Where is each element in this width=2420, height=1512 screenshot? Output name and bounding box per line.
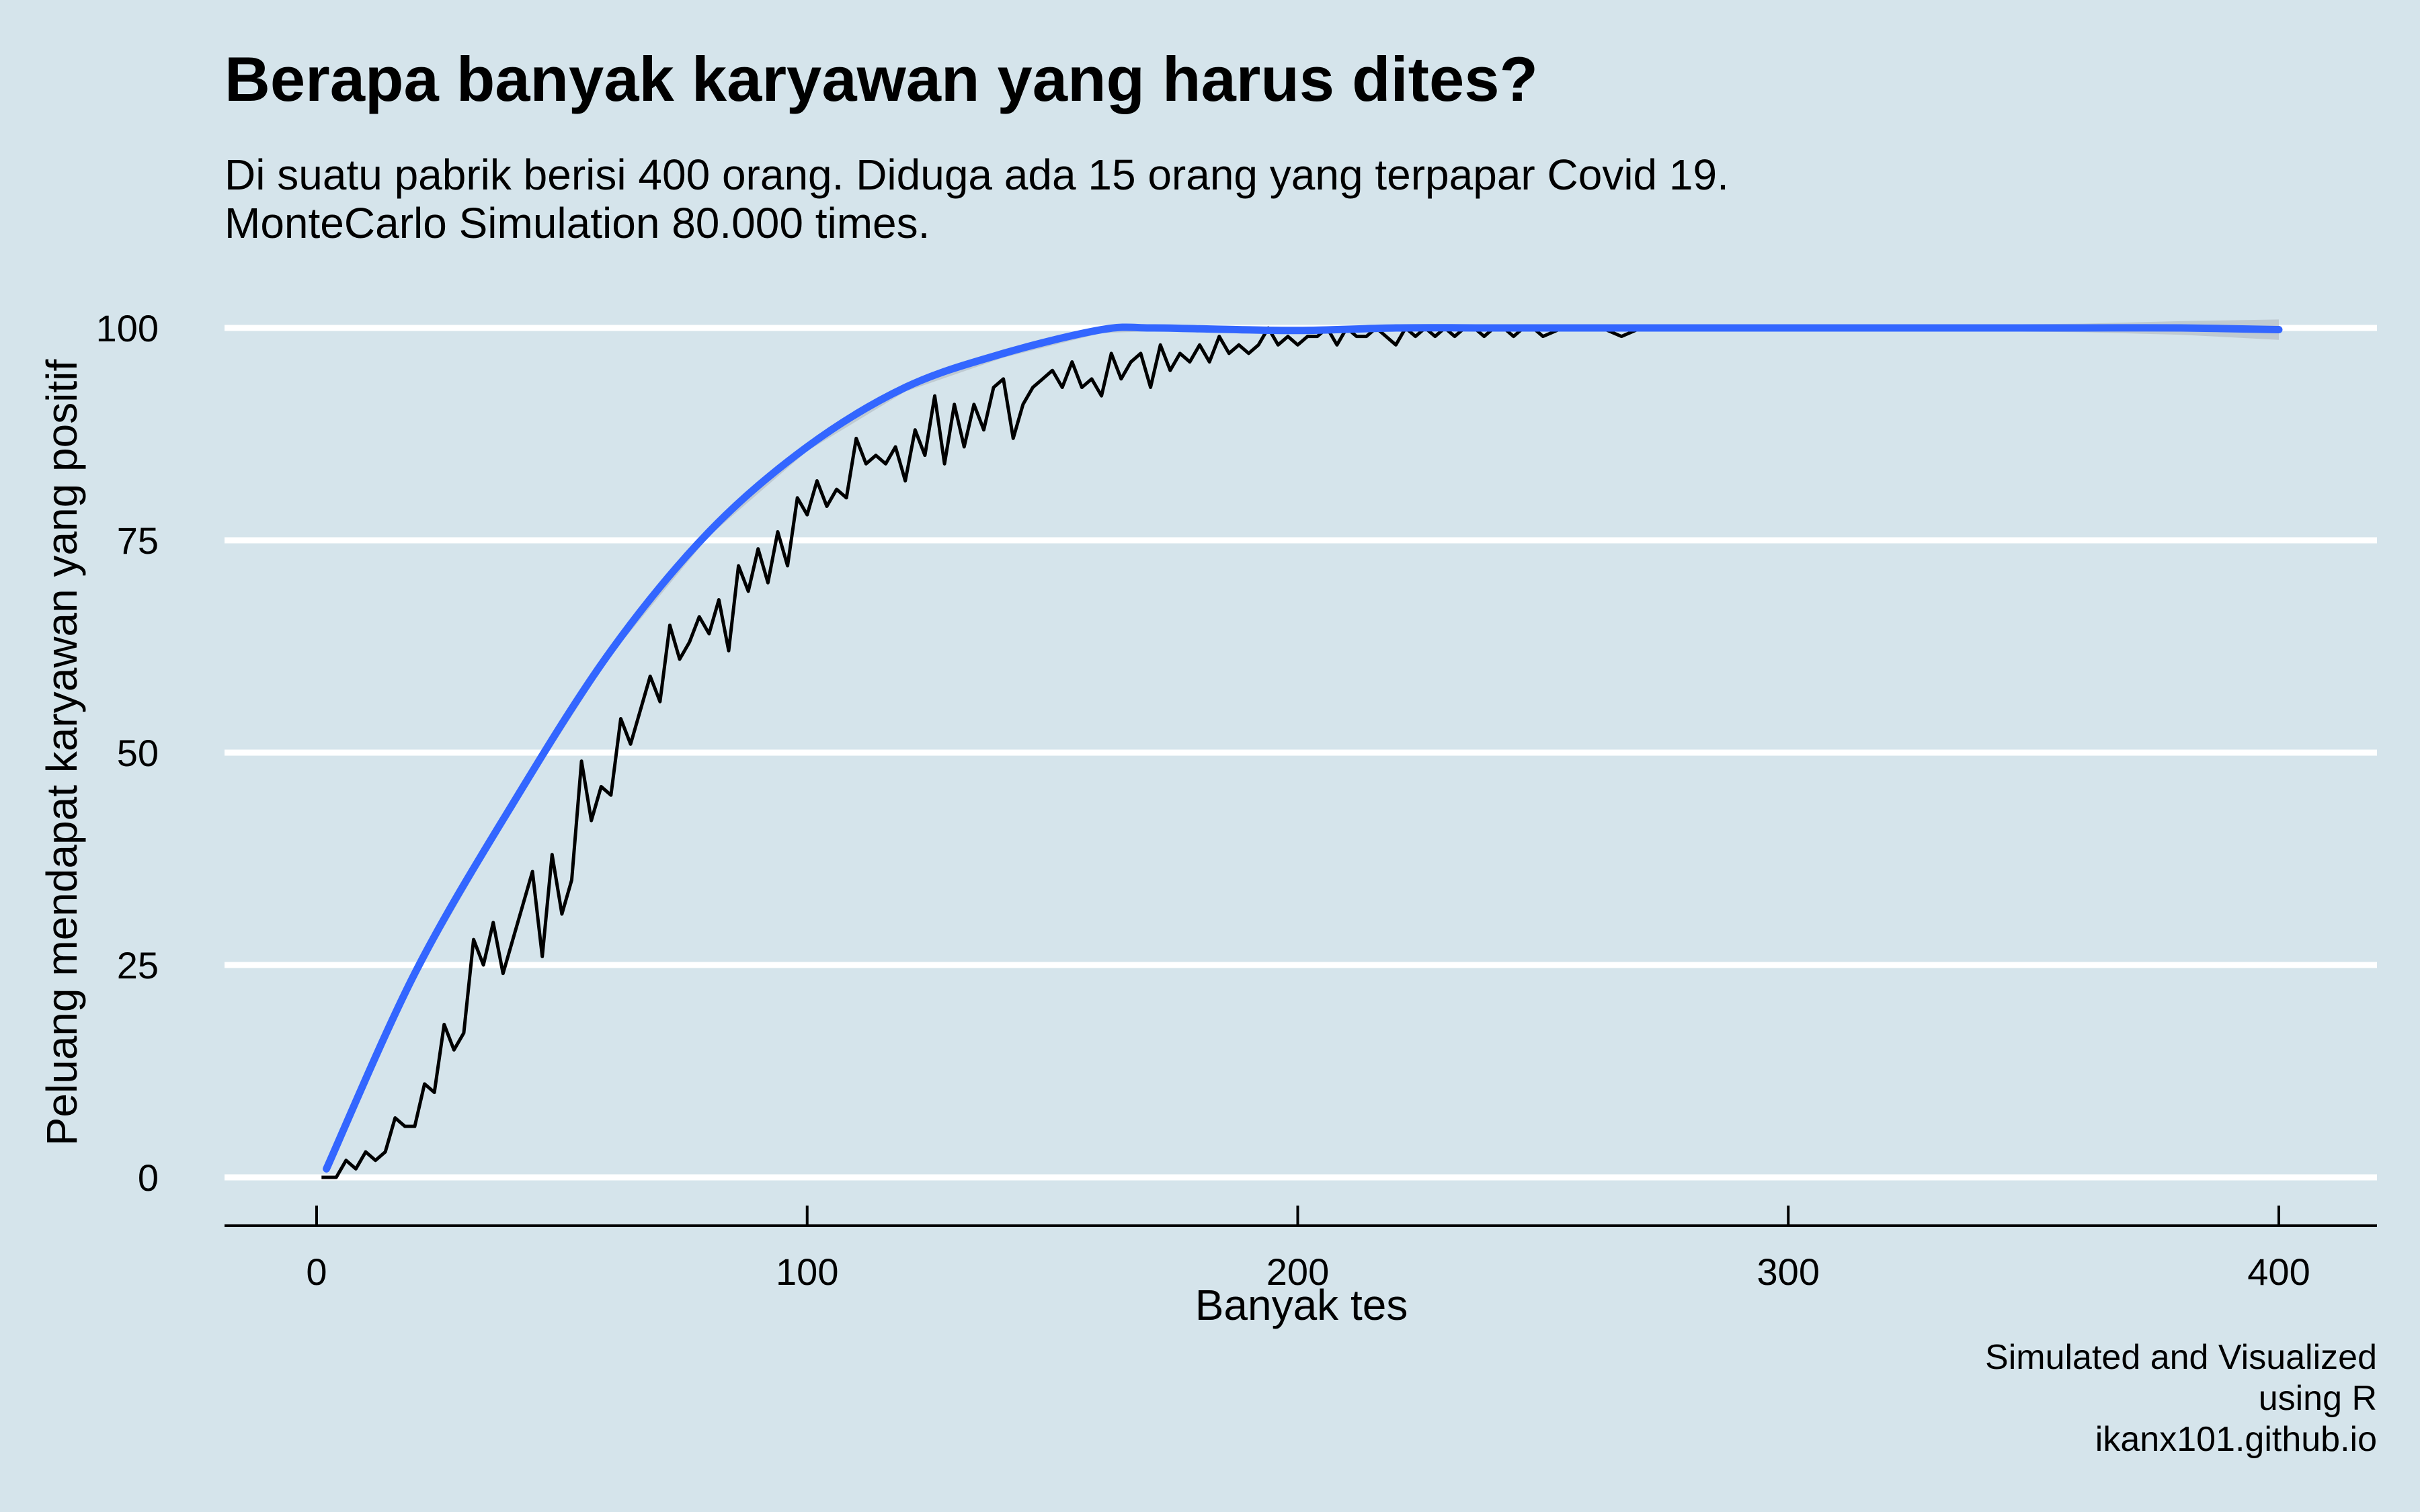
chart-title: Berapa banyak karyawan yang harus dites? — [225, 44, 1538, 114]
x-tick-label: 0 — [306, 1251, 327, 1293]
confidence-band — [326, 319, 2280, 1174]
x-axis — [225, 1206, 2377, 1227]
y-tick-label: 25 — [117, 944, 159, 986]
y-tick-label: 75 — [117, 519, 159, 562]
series-layer — [321, 323, 2283, 1179]
chart-subtitle: Di suatu pabrik berisi 400 orang. Diduga… — [225, 151, 1729, 247]
x-axis-title: Banyak tes — [1195, 1281, 1408, 1329]
y-axis-title: Peluang mendapat karyawan yang positif — [38, 360, 86, 1146]
confidence-band-layer — [326, 319, 2280, 1174]
tick-labels: 0 100 200 300 400 0 25 50 75 100 — [96, 307, 2310, 1293]
caption-line-1: Simulated and Visualized — [1985, 1338, 2377, 1377]
y-tick-label: 100 — [96, 307, 159, 349]
subtitle-line-1: Di suatu pabrik berisi 400 orang. Diduga… — [225, 151, 1729, 199]
x-tick-label: 400 — [2247, 1251, 2310, 1293]
caption: Simulated and Visualized using R ikanx10… — [1985, 1337, 2377, 1460]
x-tick-label: 100 — [776, 1251, 838, 1293]
subtitle-line-2: MonteCarlo Simulation 80.000 times. — [225, 199, 930, 247]
caption-line-2: using R — [2258, 1379, 2377, 1418]
x-tick-label: 300 — [1757, 1251, 1820, 1293]
series-line-smooth — [323, 323, 2283, 1173]
x-tick-label: 200 — [1266, 1251, 1329, 1293]
caption-line-3: ikanx101.github.io — [2095, 1420, 2377, 1459]
y-tick-label: 0 — [138, 1157, 159, 1199]
y-tick-label: 50 — [117, 732, 159, 774]
